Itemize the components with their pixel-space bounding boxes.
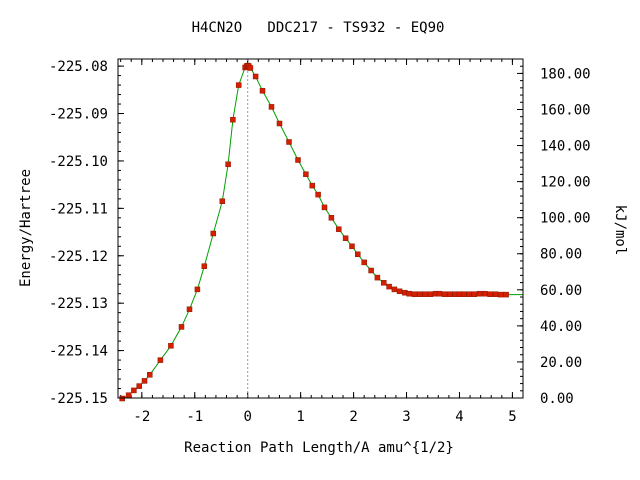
data-point <box>276 120 283 127</box>
series-layer <box>121 65 523 399</box>
data-point <box>247 65 254 71</box>
y2-tick-label: 80.00 <box>540 247 582 263</box>
data-point <box>194 286 201 293</box>
data-point <box>349 243 355 250</box>
y2-tick-label: 140.00 <box>540 139 591 155</box>
data-point <box>186 306 193 313</box>
data-point <box>328 215 335 221</box>
ticks-layer: -2 -1 0 1 2 3 4 5 -225.08 -225.09 -225.10 -225.11 -2… <box>49 58 591 425</box>
data-point <box>230 116 236 123</box>
data-point <box>492 291 499 297</box>
y-tick-label: -225.15 <box>49 391 108 407</box>
data-point <box>396 288 403 295</box>
data-point <box>286 139 292 145</box>
energy-curve <box>121 65 523 399</box>
data-point <box>482 290 488 297</box>
y2-axis-label: kJ/mol <box>612 205 628 256</box>
data-point <box>406 290 412 297</box>
data-point <box>147 372 153 378</box>
points-layer <box>119 62 509 402</box>
data-point <box>309 182 316 189</box>
x-tick-label: 3 <box>402 409 410 425</box>
y-tick-label: -225.13 <box>49 296 108 312</box>
chart-title: H4CN2O DDC217 - TS932 - EQ90 <box>192 20 445 36</box>
data-point <box>391 286 398 293</box>
data-point <box>427 291 434 297</box>
data-point <box>210 230 217 237</box>
data-point <box>141 378 148 384</box>
data-point <box>447 291 453 297</box>
y-tick-label: -225.14 <box>49 344 108 360</box>
data-point <box>460 291 467 297</box>
data-point <box>303 171 309 177</box>
y2-tick-label: 120.00 <box>540 175 591 191</box>
data-point <box>157 357 164 363</box>
data-point <box>235 82 242 88</box>
data-point <box>503 291 509 298</box>
data-point <box>315 191 321 198</box>
y-tick-label: -225.09 <box>49 107 108 123</box>
data-point <box>471 291 478 297</box>
x-tick-label: 5 <box>508 409 516 425</box>
data-point <box>355 251 361 258</box>
plot-frame <box>117 58 524 399</box>
data-point <box>178 324 185 330</box>
y-tick-label: -225.12 <box>49 249 108 265</box>
y2-tick-label: 160.00 <box>540 102 591 118</box>
data-point <box>374 274 381 281</box>
y-tick-label: -225.10 <box>49 154 108 170</box>
data-point <box>476 290 483 297</box>
x-tick-label: 4 <box>455 409 463 425</box>
data-point <box>487 291 493 297</box>
y2-tick-label: 100.00 <box>540 211 591 227</box>
x-axis-label: Reaction Path Length/A amu^{1/2} <box>184 440 454 456</box>
x-tick-label: 1 <box>296 409 304 425</box>
data-point <box>441 291 448 297</box>
data-point <box>381 280 387 286</box>
data-point <box>368 267 374 274</box>
data-point <box>342 235 349 241</box>
data-point <box>411 291 418 297</box>
data-point <box>466 291 472 297</box>
y-axis-label: Energy/Hartree <box>18 169 34 287</box>
data-point <box>252 73 259 80</box>
y2-tick-label: 0.00 <box>540 391 574 407</box>
data-point <box>386 283 392 290</box>
y-tick-label: -225.08 <box>49 59 108 75</box>
data-point <box>422 291 428 297</box>
data-point <box>125 392 132 398</box>
y2-tick-label: 40.00 <box>540 319 582 335</box>
y-tick-label: -225.11 <box>49 201 108 217</box>
data-point <box>131 387 137 394</box>
data-point <box>417 291 423 297</box>
data-point <box>259 88 266 94</box>
x-tick-label: 0 <box>243 409 251 425</box>
x-tick-label: 2 <box>349 409 357 425</box>
data-point <box>295 157 301 163</box>
data-point <box>136 383 142 389</box>
y2-tick-label: 180.00 <box>540 66 591 82</box>
data-point <box>219 198 226 204</box>
y2-tick-label: 20.00 <box>540 355 582 371</box>
data-point <box>498 291 504 298</box>
data-point <box>225 161 231 168</box>
data-point <box>361 259 367 266</box>
y2-tick-label: 60.00 <box>540 283 582 299</box>
data-point <box>336 226 342 232</box>
data-point <box>201 263 208 269</box>
data-point <box>168 343 174 349</box>
data-point <box>268 104 275 110</box>
data-point <box>436 290 443 297</box>
x-tick-label: -1 <box>186 409 203 425</box>
data-point <box>321 204 328 211</box>
x-tick-label: -2 <box>133 409 150 425</box>
